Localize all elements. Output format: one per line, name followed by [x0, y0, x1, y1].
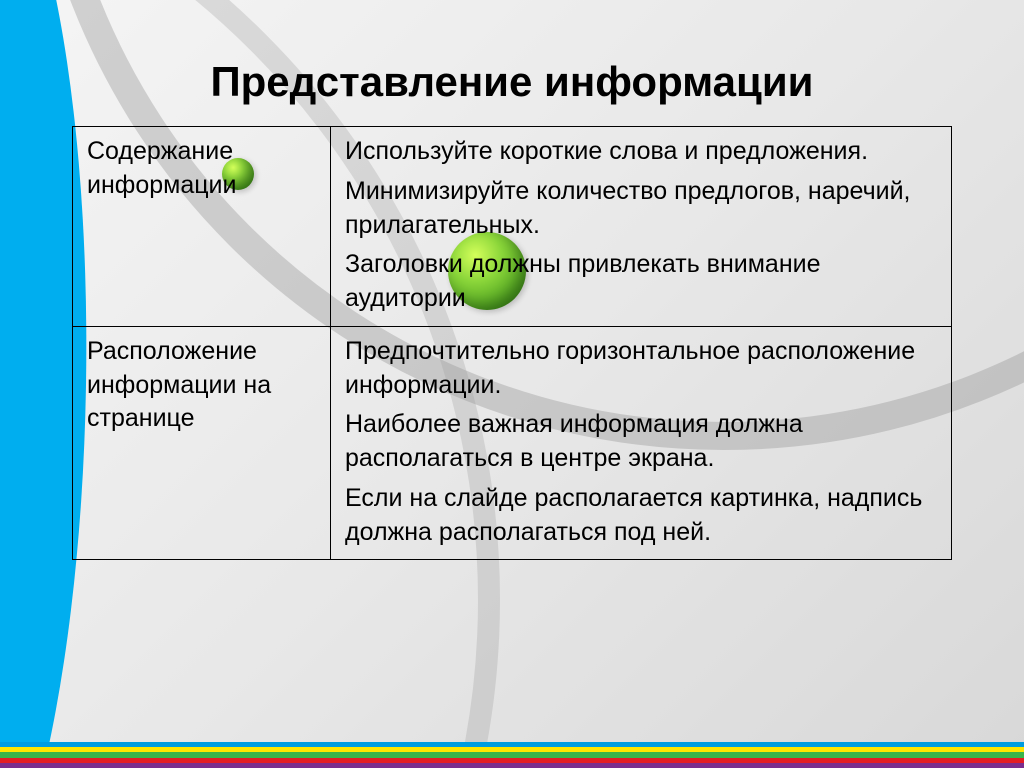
paragraph: Заголовки должны привлекать внимание ауд… — [345, 248, 937, 316]
page-title: Представление информации — [0, 58, 1024, 106]
cell-left: Расположение информации на странице — [73, 326, 331, 560]
cell-right: Используйте короткие слова и предложения… — [331, 127, 952, 327]
table-row: Содержание информации Используйте коротк… — [73, 127, 952, 327]
table-row: Расположение информации на странице Пред… — [73, 326, 952, 560]
rainbow-bar-bottom — [0, 742, 1024, 768]
paragraph: Минимизируйте количество предлогов, наре… — [345, 175, 937, 243]
paragraph: Предпочтительно горизонтальное расположе… — [345, 335, 937, 403]
cell-right: Предпочтительно горизонтальное расположе… — [331, 326, 952, 560]
cell-left: Содержание информации — [73, 127, 331, 327]
paragraph: Если на слайде располагается картинка, н… — [345, 482, 937, 550]
content-table: Содержание информации Используйте коротк… — [72, 126, 952, 560]
paragraph: Используйте короткие слова и предложения… — [345, 135, 937, 169]
paragraph: Наиболее важная информация должна распол… — [345, 408, 937, 476]
